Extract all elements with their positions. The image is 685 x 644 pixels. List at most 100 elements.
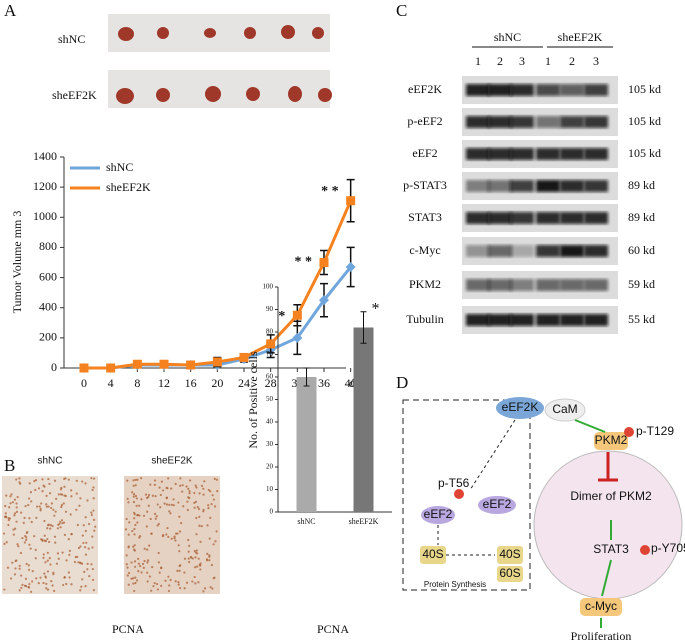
y-tick-label: 800 xyxy=(39,239,57,253)
nucleus xyxy=(68,576,71,579)
nucleus xyxy=(146,571,149,574)
nucleus xyxy=(143,559,146,563)
nucleus xyxy=(41,478,44,481)
node: CaM xyxy=(552,402,577,416)
nucleus xyxy=(215,478,218,481)
marker xyxy=(319,295,329,306)
protein-label: p-STAT3 xyxy=(403,178,447,192)
legend-label: shNC xyxy=(106,160,133,174)
nucleus xyxy=(44,561,47,564)
nucleus xyxy=(93,529,96,532)
nucleus xyxy=(196,552,199,555)
y-tick-label: 90 xyxy=(266,305,274,313)
nucleus xyxy=(206,524,209,527)
nucleus xyxy=(59,493,63,496)
nucleus xyxy=(178,569,181,572)
nucleus xyxy=(15,559,18,562)
nucleus xyxy=(141,562,145,566)
nucleus xyxy=(166,526,169,530)
nucleus xyxy=(56,552,60,555)
nucleus xyxy=(163,502,166,505)
nucleus xyxy=(52,508,55,511)
band xyxy=(466,116,490,128)
nucleus xyxy=(28,543,31,546)
error-bar xyxy=(303,367,310,387)
y-tick-label: 200 xyxy=(39,330,57,344)
band xyxy=(488,116,512,128)
band xyxy=(466,245,490,257)
nucleus xyxy=(75,479,78,482)
nucleus xyxy=(37,582,40,585)
nucleus xyxy=(4,504,7,508)
nucleus xyxy=(146,548,149,551)
nucleus xyxy=(90,513,93,517)
y-tick-label: 50 xyxy=(266,395,274,403)
ribosome xyxy=(497,546,523,564)
nucleus xyxy=(137,569,140,573)
nucleus xyxy=(142,514,146,517)
nucleus xyxy=(168,503,171,507)
nucleus xyxy=(153,582,156,585)
nucleus xyxy=(82,524,85,527)
nucleus xyxy=(195,549,198,552)
nucleus xyxy=(84,529,87,533)
nucleus xyxy=(64,510,68,513)
nucleus xyxy=(28,568,31,571)
nucleus xyxy=(65,582,68,586)
nucleus xyxy=(131,529,134,533)
nucleus xyxy=(13,512,17,515)
nucleus xyxy=(125,563,128,566)
nucleus xyxy=(9,502,12,505)
nucleus xyxy=(49,527,52,530)
nucleus xyxy=(199,564,202,567)
nucleus xyxy=(170,503,173,506)
nucleus xyxy=(67,571,70,574)
nucleus xyxy=(193,575,196,579)
nucleus xyxy=(53,514,56,517)
nucleus xyxy=(151,494,154,497)
nucleus xyxy=(153,483,156,486)
nucleus xyxy=(81,534,84,537)
band xyxy=(536,148,560,160)
nucleus xyxy=(85,541,88,544)
nucleus xyxy=(60,519,64,522)
nucleus xyxy=(57,493,60,496)
nucleus xyxy=(48,540,51,544)
nucleus xyxy=(132,493,136,496)
nucleus xyxy=(157,551,160,555)
nucleus xyxy=(195,486,198,489)
nucleus xyxy=(127,546,130,549)
nucleus xyxy=(186,508,189,512)
y-tick-label: 30 xyxy=(266,440,274,448)
nucleus xyxy=(206,552,209,555)
nucleus xyxy=(191,557,194,560)
y-tick-label: 0 xyxy=(51,360,57,374)
nucleus xyxy=(193,549,196,553)
ihc-nuclei xyxy=(2,477,219,593)
nucleus xyxy=(90,563,93,566)
nucleus xyxy=(188,492,191,495)
nucleus xyxy=(133,589,136,593)
nucleus xyxy=(81,480,84,483)
nucleus xyxy=(46,559,49,562)
nucleus xyxy=(132,479,135,482)
nucleus xyxy=(27,503,30,507)
nucleus xyxy=(202,508,205,511)
nucleus xyxy=(50,580,53,583)
band xyxy=(510,180,534,192)
nucleus xyxy=(213,477,216,480)
nucleus xyxy=(2,532,6,535)
nucleus xyxy=(146,561,149,564)
nucleus xyxy=(212,543,215,546)
band xyxy=(560,314,584,326)
nucleus xyxy=(87,522,91,526)
x-tick-label: 20 xyxy=(211,376,223,390)
nucleus xyxy=(50,502,54,505)
nucleus xyxy=(45,494,48,497)
band xyxy=(510,279,534,291)
band xyxy=(488,180,512,192)
y-axis-label: No. of Positive cells xyxy=(246,351,260,449)
nucleus xyxy=(76,555,79,559)
nucleus xyxy=(205,558,209,561)
nucleus xyxy=(34,488,37,492)
